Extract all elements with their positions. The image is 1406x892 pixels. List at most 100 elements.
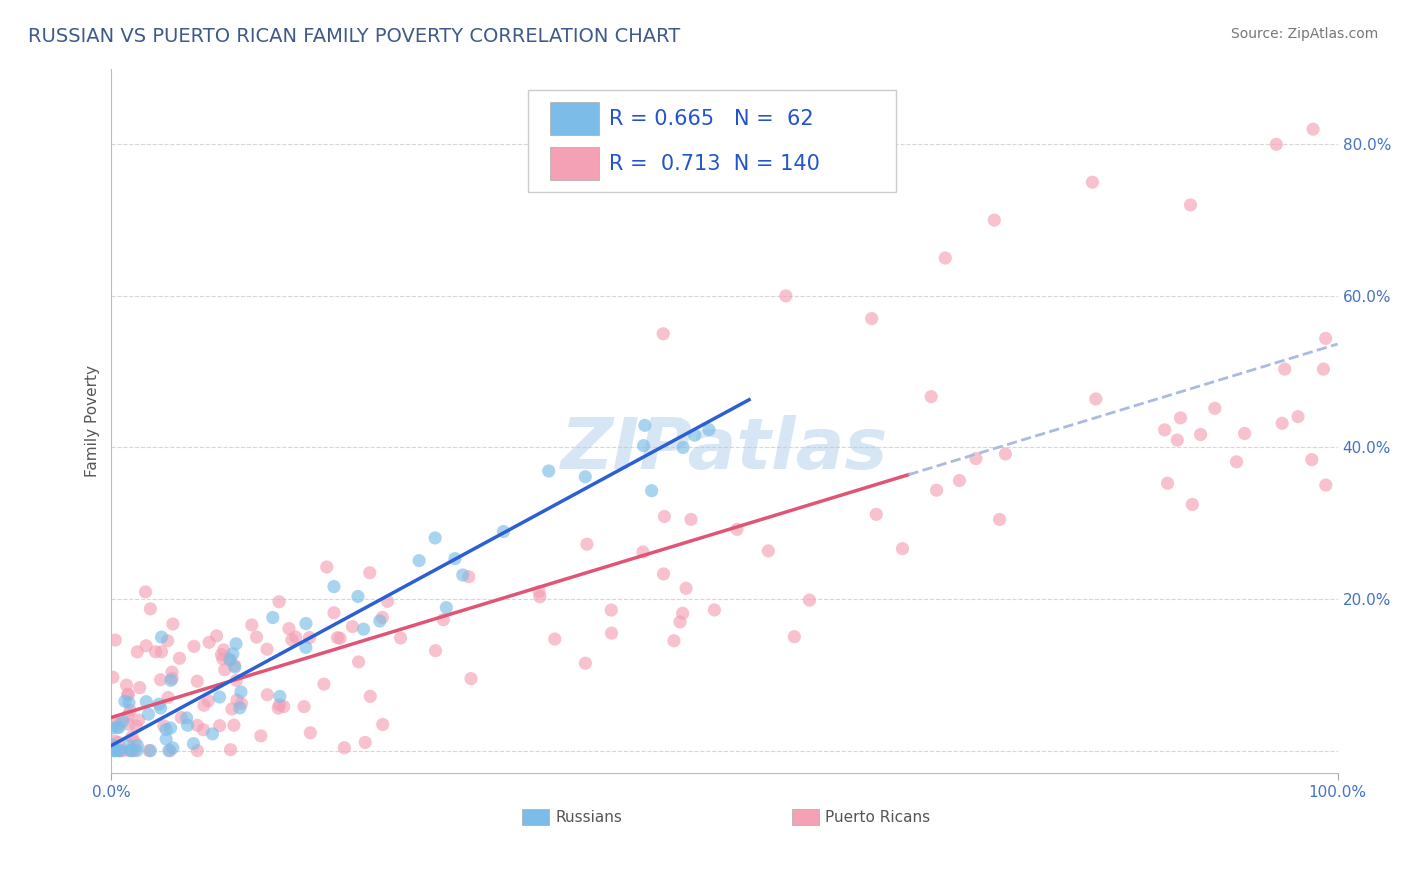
Point: [115, 678, 138, 692]
Point: [183, 640, 205, 654]
Point: [529, 590, 551, 604]
Point: [697, 423, 720, 437]
Point: [157, 690, 180, 705]
Point: [389, 631, 412, 645]
Point: [124, 735, 146, 749]
Point: [169, 651, 191, 665]
Point: [125, 719, 148, 733]
Point: [160, 672, 183, 686]
Point: [574, 657, 596, 671]
Point: [101, 738, 124, 752]
Point: [124, 743, 146, 757]
Point: [118, 739, 141, 753]
Point: [359, 690, 381, 704]
Point: [756, 544, 779, 558]
Point: [231, 697, 253, 711]
Point: [256, 642, 278, 657]
Point: [329, 632, 352, 646]
Point: [135, 639, 157, 653]
Text: Russians: Russians: [555, 810, 623, 824]
Point: [176, 718, 198, 732]
Point: [125, 743, 148, 757]
Point: [934, 251, 956, 265]
Point: [267, 595, 290, 609]
Point: [104, 714, 127, 729]
Point: [408, 554, 430, 568]
Point: [103, 743, 125, 757]
Point: [703, 603, 725, 617]
Point: [1156, 476, 1178, 491]
Point: [107, 743, 129, 757]
Point: [640, 483, 662, 498]
Point: [315, 560, 337, 574]
Point: [342, 619, 364, 633]
Point: [1301, 452, 1323, 467]
Point: [1084, 392, 1107, 406]
Point: [108, 716, 131, 731]
Point: [1225, 455, 1247, 469]
Point: [1081, 175, 1104, 189]
Point: [860, 311, 883, 326]
FancyBboxPatch shape: [550, 103, 599, 135]
Point: [1204, 401, 1226, 416]
Point: [103, 743, 125, 757]
Point: [197, 694, 219, 708]
Point: [1271, 416, 1294, 430]
Point: [432, 613, 454, 627]
Point: [672, 441, 695, 455]
Point: [104, 743, 127, 757]
Point: [323, 580, 346, 594]
Point: [1315, 478, 1337, 492]
Point: [150, 630, 173, 644]
Point: [208, 690, 231, 704]
Point: [492, 524, 515, 539]
Point: [240, 618, 263, 632]
Point: [948, 474, 970, 488]
Point: [333, 740, 356, 755]
Point: [444, 551, 467, 566]
Point: [544, 632, 567, 646]
Point: [139, 743, 162, 757]
Point: [994, 447, 1017, 461]
Y-axis label: Family Poverty: Family Poverty: [86, 365, 100, 477]
Point: [219, 653, 242, 667]
Point: [117, 708, 139, 723]
Point: [118, 743, 141, 757]
Point: [281, 632, 304, 647]
Point: [135, 695, 157, 709]
Point: [150, 645, 173, 659]
Point: [162, 740, 184, 755]
Point: [1166, 433, 1188, 447]
Point: [153, 719, 176, 733]
Point: [193, 698, 215, 713]
Point: [354, 735, 377, 749]
Point: [1181, 498, 1204, 512]
Text: R = 0.665   N =  62: R = 0.665 N = 62: [609, 109, 814, 128]
Point: [186, 674, 208, 689]
Point: [377, 594, 399, 608]
Point: [117, 688, 139, 702]
Point: [201, 727, 224, 741]
Point: [988, 512, 1011, 526]
Point: [138, 743, 160, 757]
Point: [425, 643, 447, 657]
Point: [273, 699, 295, 714]
Point: [229, 701, 252, 715]
Point: [662, 633, 685, 648]
Point: [633, 439, 655, 453]
Point: [155, 723, 177, 737]
Point: [457, 569, 479, 583]
Point: [250, 729, 273, 743]
Point: [983, 213, 1005, 227]
Point: [205, 629, 228, 643]
Point: [121, 743, 143, 757]
Point: [222, 647, 245, 661]
Point: [371, 610, 394, 624]
Point: [159, 721, 181, 735]
Point: [149, 673, 172, 687]
Point: [186, 718, 208, 732]
Point: [527, 584, 550, 599]
Point: [128, 681, 150, 695]
Point: [460, 672, 482, 686]
Point: [107, 735, 129, 749]
